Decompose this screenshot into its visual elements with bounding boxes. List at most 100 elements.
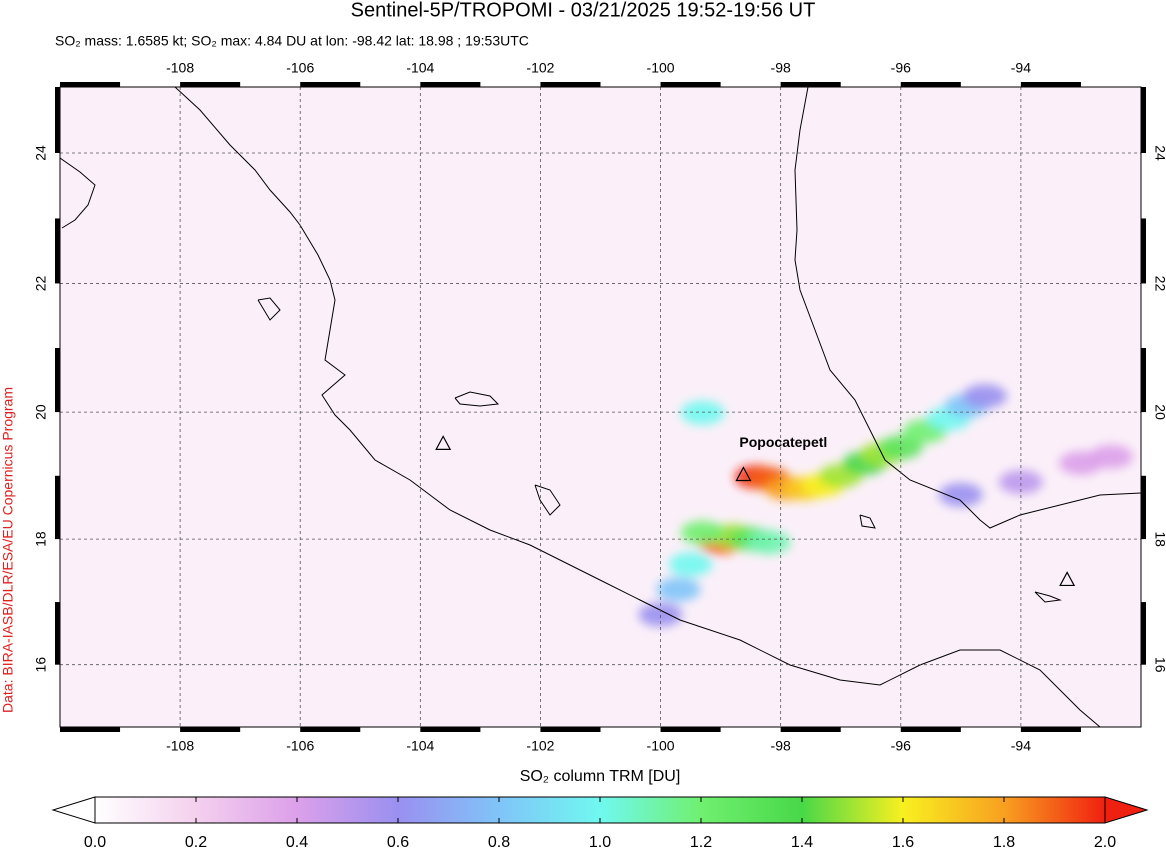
colorbar-label: SO₂ column TRM [DU] bbox=[520, 768, 681, 785]
map-frame bbox=[59, 86, 1142, 728]
frame-segment bbox=[660, 82, 721, 87]
coastlines bbox=[60, 87, 1141, 727]
credit: Data: BIRA-IASB/DLR/ESA/EU Copernicus Pr… bbox=[0, 387, 16, 713]
x-tick-label: -94 bbox=[1011, 60, 1031, 76]
y-tick-label: 24 bbox=[1152, 145, 1166, 161]
frame-segment bbox=[420, 727, 481, 732]
x-tick-label: -96 bbox=[891, 60, 911, 76]
frame-segment bbox=[60, 82, 121, 87]
colorbar: 0.0 0.2 0.4 0.6 0.8 1.0 1.2 1.4 1.6 1.8 2.0 bbox=[51, 796, 1149, 851]
frame-segment bbox=[300, 727, 361, 732]
so2-cell bbox=[962, 384, 1007, 409]
y-tick-label: 18 bbox=[33, 531, 49, 547]
frame-segment bbox=[55, 347, 60, 413]
x-tick-label: -98 bbox=[771, 60, 791, 76]
frame-segment bbox=[1141, 347, 1146, 413]
x-tick-label: -106 bbox=[286, 60, 314, 76]
frame-segment bbox=[420, 82, 481, 87]
so2-cell bbox=[746, 530, 791, 555]
frame-segment bbox=[55, 218, 60, 284]
colorbar-tick-label: 0.0 bbox=[84, 834, 106, 851]
x-tick-label: -102 bbox=[526, 60, 554, 76]
y-tick-label: 16 bbox=[1152, 657, 1166, 673]
y-tick-label: 22 bbox=[1152, 276, 1166, 292]
y-tick-label: 18 bbox=[1152, 531, 1166, 547]
volcano-marker bbox=[1059, 571, 1076, 587]
colorbar-tick-label: 1.4 bbox=[791, 834, 813, 851]
frame-segment bbox=[900, 82, 961, 87]
frame-segment bbox=[540, 727, 601, 732]
axes: -108 -108 -106 -106 -104 -104 -102 -102 -100 -100… bbox=[33, 60, 1166, 754]
island bbox=[257, 297, 281, 321]
colorbar-tick-label: 2.0 bbox=[1094, 834, 1116, 851]
island bbox=[454, 391, 500, 407]
x-tick-label: -100 bbox=[647, 60, 675, 76]
so2-cell bbox=[680, 520, 725, 545]
lake bbox=[534, 484, 561, 516]
frame-segment bbox=[540, 82, 601, 87]
lake bbox=[859, 514, 876, 529]
colorbar-tick-label: 1.0 bbox=[589, 834, 611, 851]
so2-cell bbox=[998, 470, 1043, 495]
frame-segment bbox=[1141, 475, 1146, 540]
colorbar-tick-label: 0.8 bbox=[488, 834, 510, 851]
x-tick-label: -104 bbox=[406, 60, 434, 76]
y-tick-label: 20 bbox=[1152, 404, 1166, 420]
x-tick-label: -108 bbox=[166, 738, 194, 754]
chart-title: Sentinel-5P/TROPOMI - 03/21/2025 19:52-1… bbox=[351, 0, 816, 21]
colorbar-tick-label: 0.6 bbox=[387, 834, 409, 851]
frame-segment bbox=[55, 602, 60, 665]
colorbar-tick-label: 0.4 bbox=[286, 834, 308, 851]
colorbar-arrow-low bbox=[51, 796, 96, 824]
volcano-marker bbox=[735, 466, 752, 482]
x-tick-label: -96 bbox=[891, 738, 911, 754]
coastline bbox=[174, 87, 1101, 727]
frame-segment bbox=[180, 727, 241, 732]
so2-cell bbox=[1088, 444, 1133, 469]
colorbar-tick-label: 1.8 bbox=[993, 834, 1015, 851]
colorbar-tick-label: 1.2 bbox=[690, 834, 712, 851]
frame-segment bbox=[900, 727, 961, 732]
volcano-label: Popocatepetl bbox=[739, 434, 827, 450]
frame-segment bbox=[1020, 727, 1081, 732]
frame-segment bbox=[660, 727, 721, 732]
frame-segment bbox=[780, 82, 841, 87]
colorbar-tick-label: 1.6 bbox=[892, 834, 914, 851]
frame-segment bbox=[300, 82, 361, 87]
frame-segment bbox=[1020, 82, 1081, 87]
frame-segment bbox=[55, 87, 60, 153]
frame-segment bbox=[780, 727, 841, 732]
frame-segment bbox=[60, 727, 121, 732]
volcanoes: Popocatepetl bbox=[435, 434, 1076, 587]
y-tick-label: 24 bbox=[33, 145, 49, 161]
chart-subtitle: SO₂ mass: 1.6585 kt; SO₂ max: 4.84 DU at… bbox=[55, 33, 529, 49]
frame-segment bbox=[180, 82, 241, 87]
coastline bbox=[60, 157, 96, 229]
y-tick-label: 22 bbox=[33, 275, 49, 291]
volcano-marker bbox=[435, 435, 452, 450]
island bbox=[1034, 591, 1062, 603]
y-tick-label: 20 bbox=[33, 404, 49, 420]
so2-cell bbox=[638, 602, 683, 627]
so2-cell bbox=[680, 400, 725, 425]
x-tick-label: -94 bbox=[1011, 738, 1031, 754]
x-tick-label: -102 bbox=[526, 738, 554, 754]
frame-segment bbox=[1141, 218, 1146, 284]
colorbar-arrow-high bbox=[1104, 796, 1149, 824]
frame-segment bbox=[1141, 602, 1146, 665]
so2-cell bbox=[938, 482, 983, 507]
colorbar-tick-label: 0.2 bbox=[185, 834, 207, 851]
so2-cell bbox=[668, 552, 713, 577]
frame-segment bbox=[55, 475, 60, 540]
coastline bbox=[794, 87, 1141, 529]
x-tick-label: -106 bbox=[286, 738, 314, 754]
x-tick-label: -100 bbox=[647, 738, 675, 754]
x-tick-label: -108 bbox=[166, 60, 194, 76]
y-tick-label: 16 bbox=[33, 657, 49, 673]
so2-cell bbox=[656, 577, 701, 602]
x-tick-label: -98 bbox=[771, 738, 791, 754]
x-tick-label: -104 bbox=[406, 738, 434, 754]
frame-segment bbox=[1141, 87, 1146, 153]
